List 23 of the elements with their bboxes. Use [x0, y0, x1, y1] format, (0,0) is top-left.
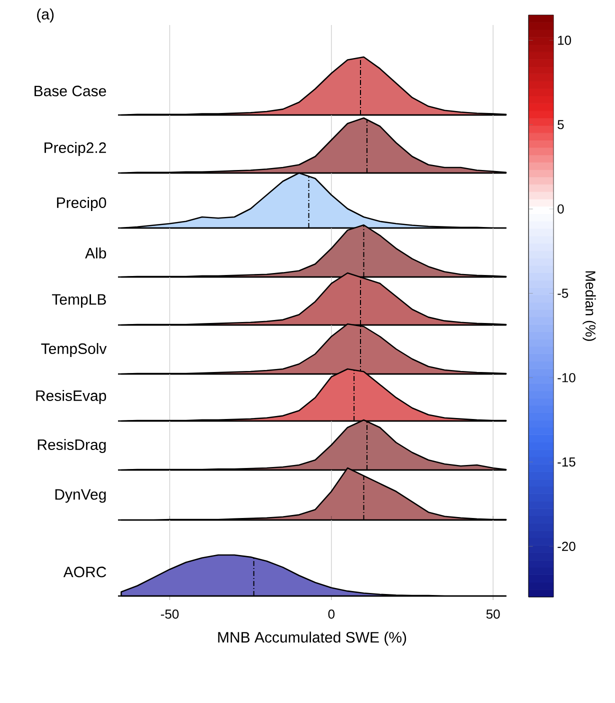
x-tick-label: 0: [328, 610, 335, 619]
color-bar-label: -20: [558, 542, 576, 551]
chart-title: (a): [37, 8, 54, 22]
color-bar-label: -15: [558, 458, 576, 467]
color-bar-label: 10: [558, 36, 572, 45]
y-axis-title: Alb: [85, 247, 106, 258]
y-axis-title: AORC: [63, 566, 106, 578]
color-bar-label: -5: [558, 288, 568, 298]
y-axis-title: TempLB: [52, 294, 106, 308]
y-axis-title: TempSolv: [41, 343, 107, 357]
color-bar-label: 0: [558, 204, 564, 214]
color-bar-label: -10: [558, 373, 576, 382]
x-axis-title: MNB Accumulated SWE (%): [218, 632, 406, 646]
y-axis-title: ResisEvap: [36, 390, 106, 404]
y-axis-title: Base Case: [34, 86, 106, 96]
y-axis-title: Precip2.2: [44, 142, 106, 156]
color-bar-title: Median (%): [582, 271, 596, 341]
x-tick-label: -50: [160, 610, 179, 619]
x-tick-label: 50: [486, 610, 500, 619]
y-axis-title: DynVeg: [55, 489, 106, 503]
y-axis-title: ResisDrag: [38, 439, 106, 453]
color-bar-label: 5: [558, 120, 564, 130]
y-axis-title: Precip0: [57, 197, 106, 211]
